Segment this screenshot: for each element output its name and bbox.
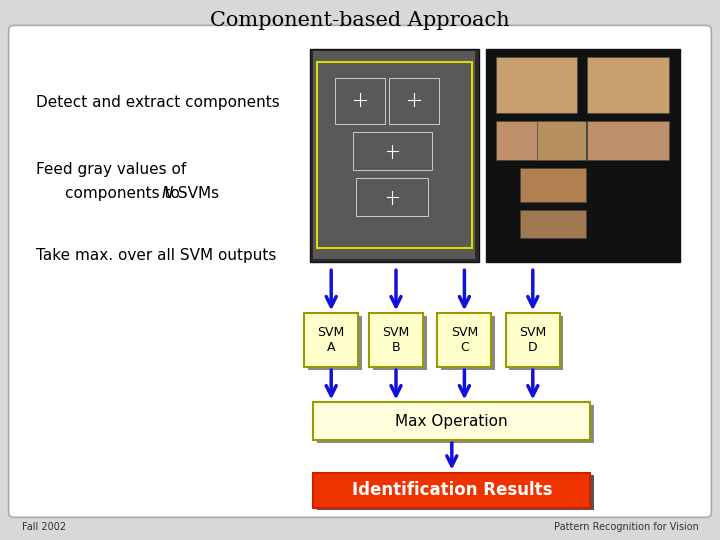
Bar: [317, 405, 594, 443]
FancyBboxPatch shape: [305, 313, 359, 367]
Text: SVM
A: SVM A: [318, 326, 345, 354]
Bar: [308, 316, 362, 370]
FancyBboxPatch shape: [369, 313, 423, 367]
Bar: [389, 78, 439, 124]
Text: components to: components to: [65, 186, 184, 201]
Bar: [335, 78, 385, 124]
Bar: [310, 49, 479, 262]
Bar: [521, 210, 585, 238]
Bar: [317, 62, 472, 248]
Text: Component-based Approach: Component-based Approach: [210, 11, 510, 30]
Text: Detect and extract components: Detect and extract components: [36, 94, 280, 110]
Bar: [313, 51, 475, 259]
FancyBboxPatch shape: [438, 313, 491, 367]
Text: Identification Results: Identification Results: [351, 481, 552, 499]
Text: N: N: [162, 186, 174, 201]
Bar: [373, 316, 426, 370]
Text: Feed gray values of: Feed gray values of: [36, 162, 186, 177]
Text: Fall 2002: Fall 2002: [22, 522, 66, 531]
Bar: [353, 132, 432, 170]
FancyBboxPatch shape: [313, 402, 590, 440]
Bar: [587, 121, 669, 160]
FancyBboxPatch shape: [9, 25, 711, 517]
Bar: [486, 49, 680, 262]
Bar: [356, 178, 428, 216]
Bar: [587, 57, 669, 113]
Text: Pattern Recognition for Vision: Pattern Recognition for Vision: [554, 522, 698, 531]
Text: Take max. over all SVM outputs: Take max. over all SVM outputs: [36, 248, 276, 264]
Text: SVMs: SVMs: [173, 186, 219, 201]
Bar: [317, 475, 594, 510]
Bar: [496, 57, 577, 113]
FancyBboxPatch shape: [505, 313, 560, 367]
Bar: [521, 168, 585, 202]
Text: SVM
D: SVM D: [519, 326, 546, 354]
Bar: [496, 121, 577, 160]
Bar: [510, 316, 563, 370]
Text: SVM
B: SVM B: [382, 326, 410, 354]
FancyBboxPatch shape: [313, 472, 590, 508]
Text: SVM
C: SVM C: [451, 326, 478, 354]
Bar: [536, 121, 585, 160]
Bar: [441, 316, 495, 370]
Text: Max Operation: Max Operation: [395, 414, 508, 429]
